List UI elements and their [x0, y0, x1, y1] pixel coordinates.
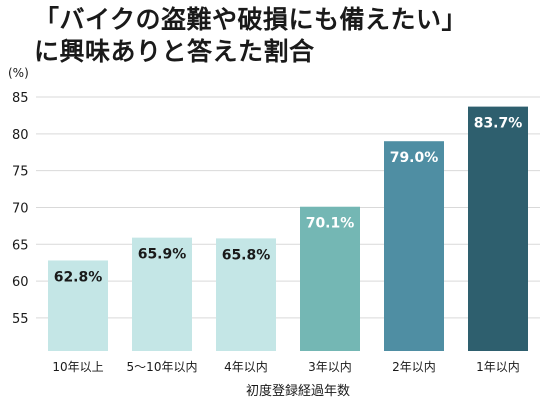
- y-axis-ticks: 55 60 65 70 75 80 85: [12, 91, 29, 327]
- y-tick-label: 80: [12, 128, 29, 143]
- bar: [300, 206, 360, 351]
- bar: [468, 106, 528, 351]
- y-axis-unit: (%): [8, 66, 29, 80]
- chart-title: 「バイクの盗難や破損にも備えたい」 に興味ありと答えた割合: [34, 4, 534, 68]
- y-tick-label: 65: [12, 238, 29, 253]
- bar-value-label: 65.8%: [222, 247, 271, 263]
- bars: 62.8% 65.9% 65.8% 70.1% 79.0% 83.7%: [48, 106, 528, 351]
- x-tick-label: 3年以内: [308, 360, 352, 374]
- x-tick-label: 5〜10年以内: [127, 360, 198, 374]
- chart-title-line-2: に興味ありと答えた割合: [34, 37, 315, 66]
- y-tick-label: 85: [12, 91, 29, 106]
- bar-value-label: 83.7%: [474, 116, 523, 132]
- x-tick-label: 1年以内: [476, 360, 520, 374]
- x-tick-label: 4年以内: [224, 360, 268, 374]
- bar-value-label: 70.1%: [306, 216, 355, 232]
- chart-title-line-1: 「バイクの盗難や破損にも備えたい」: [34, 5, 468, 34]
- y-tick-label: 75: [12, 165, 29, 180]
- y-tick-label: 60: [12, 275, 29, 290]
- x-tick-label: 2年以内: [392, 360, 436, 374]
- bar-value-label: 65.9%: [138, 247, 187, 263]
- x-tick-label: 10年以上: [52, 360, 103, 374]
- y-tick-label: 70: [12, 201, 29, 216]
- bar: [132, 237, 192, 351]
- bar: [216, 238, 276, 351]
- x-axis-ticks: 10年以上 5〜10年以内 4年以内 3年以内 2年以内 1年以内: [52, 360, 519, 374]
- bar-value-label: 62.8%: [54, 269, 103, 285]
- bar-value-label: 79.0%: [390, 150, 439, 166]
- bar: [384, 141, 444, 351]
- x-axis-label: 初度登録経過年数: [246, 383, 350, 399]
- bar: [48, 260, 108, 351]
- y-tick-label: 55: [12, 312, 29, 327]
- grid-lines: [36, 96, 540, 319]
